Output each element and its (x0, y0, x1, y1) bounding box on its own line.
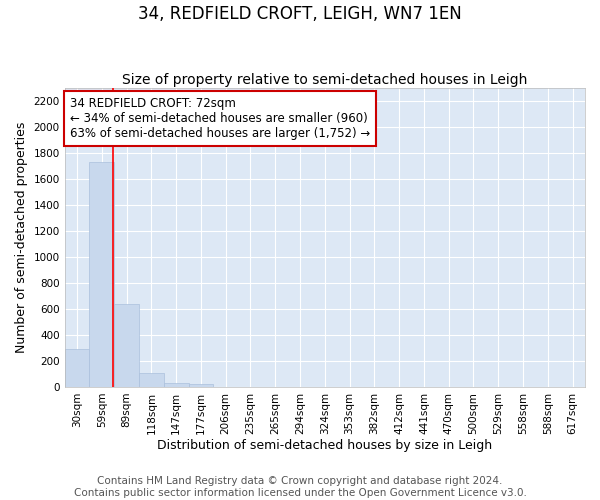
Bar (164, 383, 188, 387)
X-axis label: Distribution of semi-detached houses by size in Leigh: Distribution of semi-detached houses by … (157, 440, 493, 452)
Bar (89, 162, 114, 387)
Title: Size of property relative to semi-detached houses in Leigh: Size of property relative to semi-detach… (122, 73, 527, 87)
Bar (188, 384, 214, 387)
Bar (114, 304, 139, 387)
Text: 34 REDFIELD CROFT: 72sqm
← 34% of semi-detached houses are smaller (960)
63% of : 34 REDFIELD CROFT: 72sqm ← 34% of semi-d… (70, 97, 370, 140)
Bar (65, 350, 89, 387)
Text: Contains HM Land Registry data © Crown copyright and database right 2024.
Contai: Contains HM Land Registry data © Crown c… (74, 476, 526, 498)
Bar (139, 372, 164, 387)
Y-axis label: Number of semi-detached properties: Number of semi-detached properties (15, 122, 28, 353)
Text: 34, REDFIELD CROFT, LEIGH, WN7 1EN: 34, REDFIELD CROFT, LEIGH, WN7 1EN (138, 5, 462, 23)
